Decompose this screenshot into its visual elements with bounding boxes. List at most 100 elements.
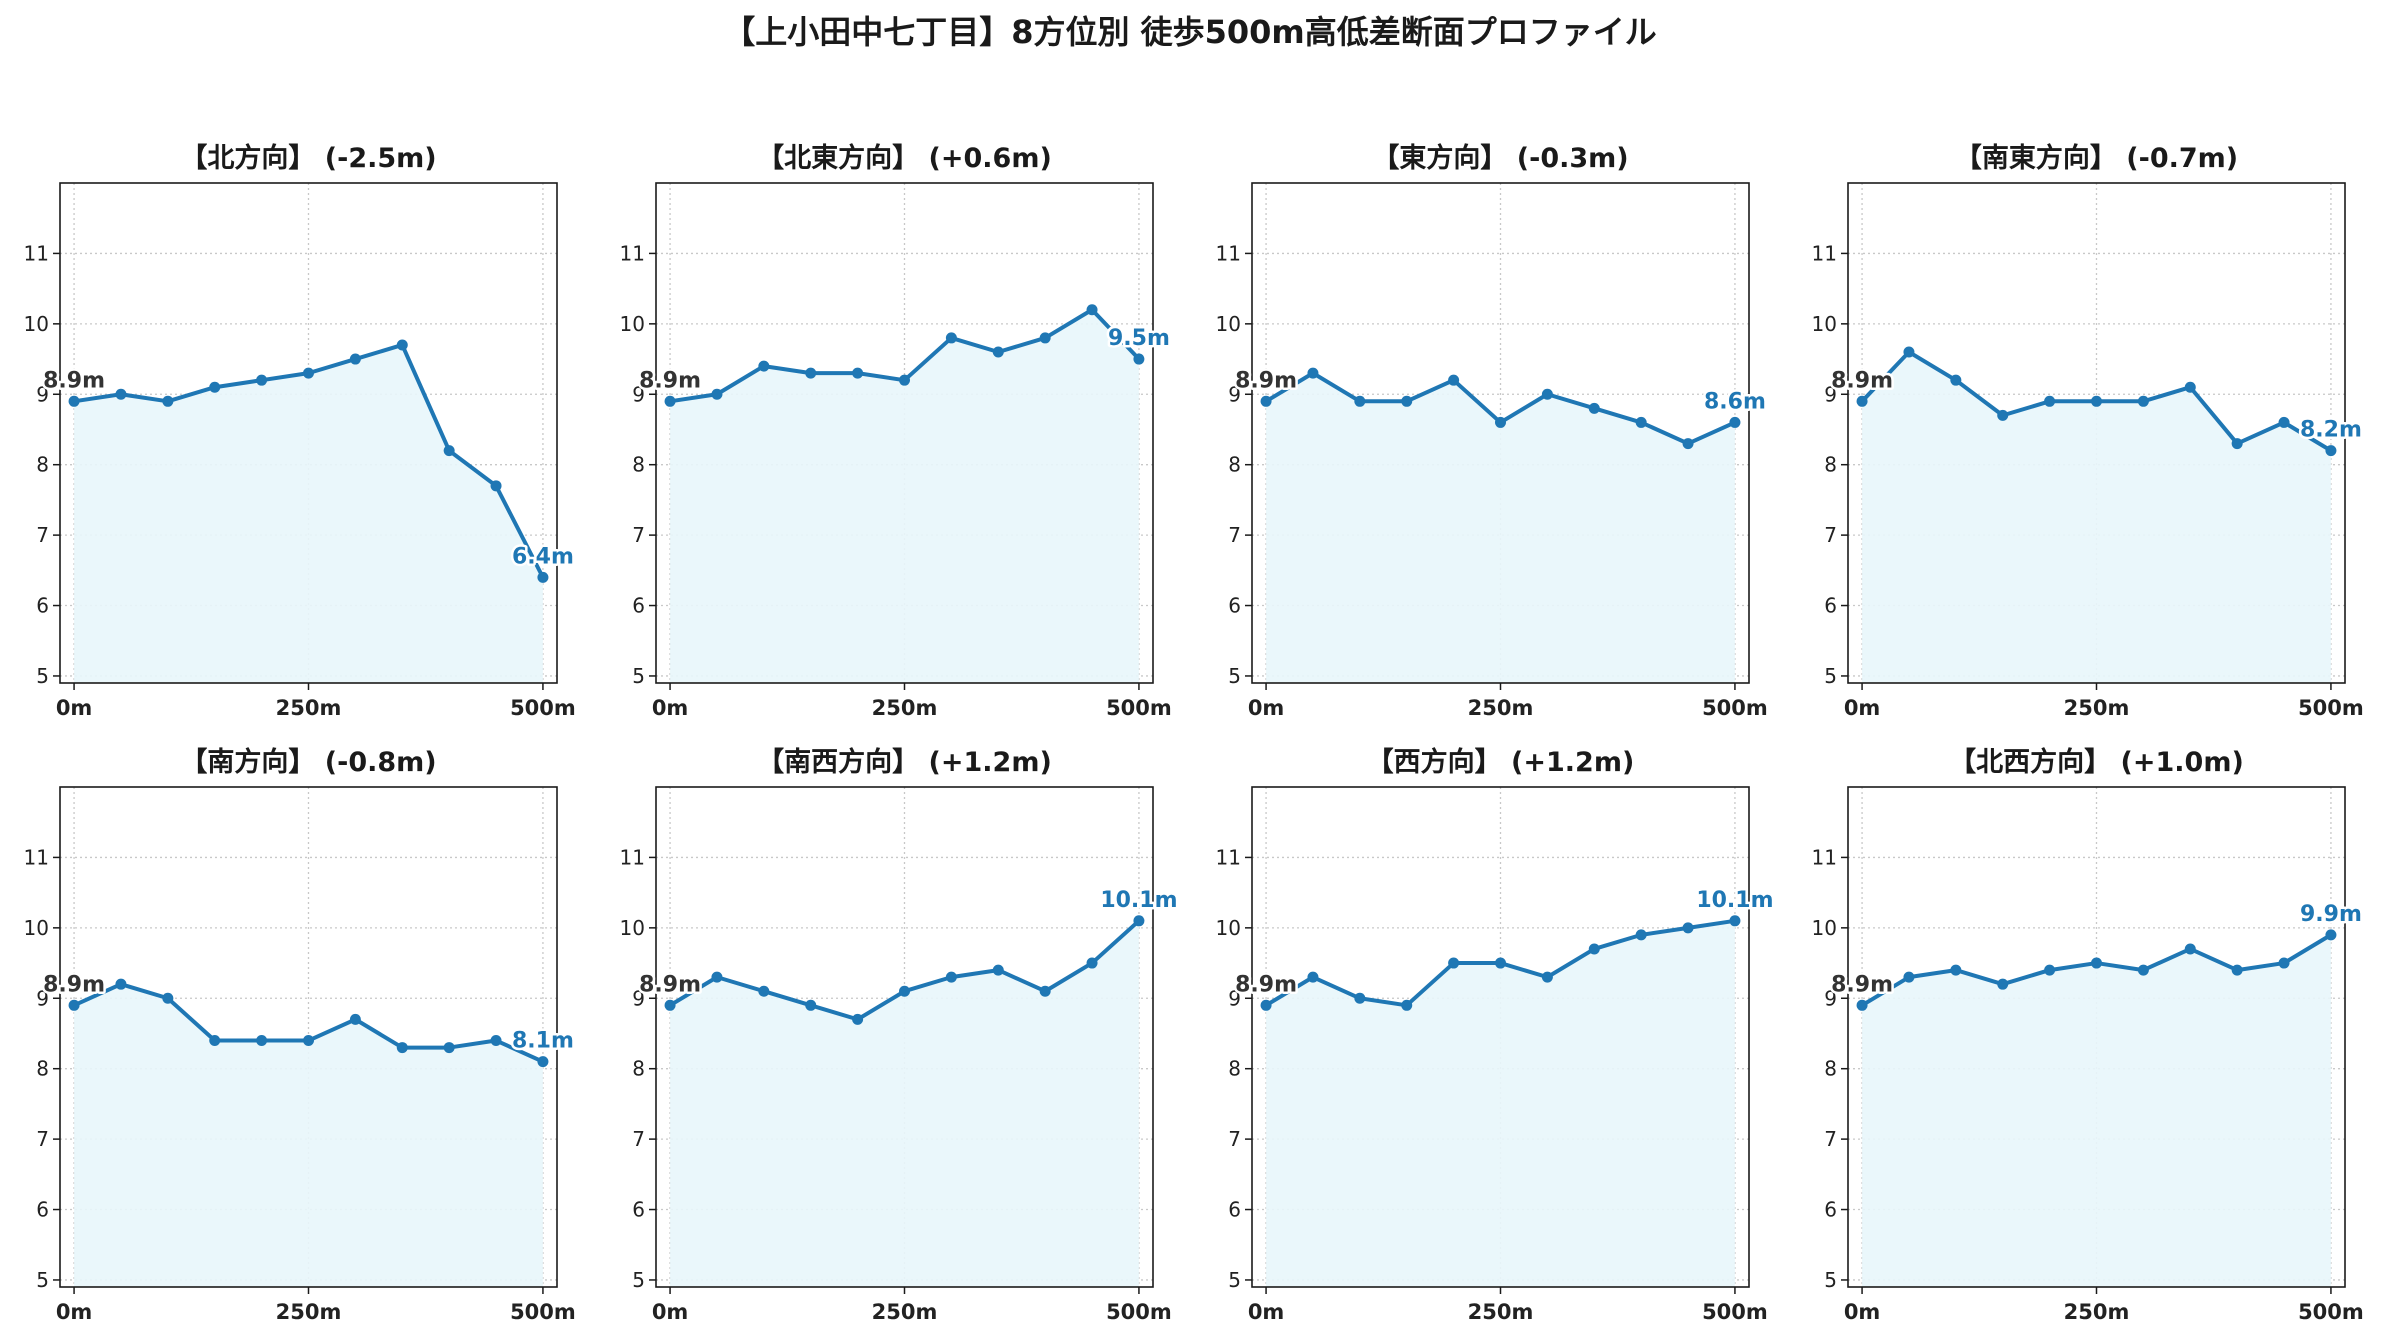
end-elevation-label: 8.1m (512, 1029, 574, 1054)
panel-5: 5 6 7 8 9 10 11 0m 250m 500m 【南西方向】 (+1.2m) 8.9m 10.… (620, 746, 1180, 1324)
start-elevation-label: 8.9m (1831, 972, 1893, 997)
y-tick-label: 11 (1812, 241, 1837, 265)
end-elevation-label: 8.2m (2300, 418, 2362, 443)
data-point (1903, 971, 1915, 983)
start-elevation-label: 8.9m (639, 972, 701, 997)
panel-1: 5 6 7 8 9 10 11 0m 250m 500m 【北東方向】 (+0.6m) 8.9m 9.5… (620, 142, 1173, 720)
y-tick-label: 10 (620, 916, 645, 940)
x-tick-label: 250m (2064, 1300, 2130, 1324)
y-tick-label: 11 (1216, 241, 1241, 265)
y-tick-label: 7 (36, 523, 49, 547)
data-point (1448, 374, 1460, 386)
data-point (664, 395, 676, 407)
data-point (256, 374, 268, 386)
y-tick-label: 9 (1228, 986, 1241, 1010)
figure-title: 【上小田中七丁目】8方位別 徒歩500m高低差断面プロファイル (723, 13, 1657, 51)
y-tick-label: 9 (1824, 382, 1837, 406)
data-point (115, 978, 127, 990)
x-tick-label: 500m (2298, 696, 2364, 720)
data-point (1354, 395, 1366, 407)
panel-2: 5 6 7 8 9 10 11 0m 250m 500m 【東方向】 (-0.3m) 8.9m 8.6m (1216, 142, 1769, 720)
data-point (1950, 374, 1962, 386)
y-tick-label: 5 (1228, 664, 1241, 688)
x-tick-label: 500m (2298, 1300, 2364, 1324)
x-tick-label: 500m (1106, 696, 1172, 720)
panels: 5 6 7 8 9 10 11 0m 250m 500m 【北方向】 (-2.5m) 8.9m 6.4m… (24, 142, 2365, 1324)
data-point (2278, 957, 2290, 969)
y-tick-label: 9 (1824, 986, 1837, 1010)
x-tick-label: 250m (1468, 1300, 1534, 1324)
y-tick-label: 10 (1216, 312, 1241, 336)
data-point (2137, 395, 2149, 407)
data-point (1354, 992, 1366, 1004)
data-point (443, 1042, 455, 1054)
end-elevation-label: 10.1m (1696, 888, 1773, 913)
y-tick-label: 7 (1228, 1127, 1241, 1151)
panel-3: 5 6 7 8 9 10 11 0m 250m 500m 【南東方向】 (-0.7m) 8.9m 8.2… (1812, 142, 2365, 720)
x-tick-label: 250m (276, 696, 342, 720)
y-tick-label: 8 (36, 1057, 49, 1081)
data-point (899, 985, 910, 997)
end-elevation-label: 9.5m (1108, 326, 1170, 351)
y-tick-label: 8 (1824, 453, 1837, 477)
data-point (805, 999, 817, 1011)
y-tick-label: 10 (620, 312, 645, 336)
data-point (1039, 332, 1051, 344)
elevation-area (1862, 934, 2331, 1287)
elevation-area (1266, 373, 1735, 683)
data-point (443, 445, 455, 457)
data-point (349, 353, 361, 365)
y-tick-label: 7 (632, 1127, 645, 1151)
elevation-area (74, 984, 543, 1287)
data-point (1541, 971, 1553, 983)
y-tick-label: 7 (632, 523, 645, 547)
y-tick-label: 5 (1228, 1268, 1241, 1292)
data-point (758, 985, 770, 997)
data-point (2044, 964, 2056, 976)
data-point (2184, 381, 2196, 393)
start-elevation-label: 8.9m (639, 368, 701, 393)
x-tick-label: 0m (1844, 696, 1881, 720)
panel-title: 【南東方向】 (-0.7m) (1955, 142, 2238, 174)
data-point (162, 395, 174, 407)
y-tick-label: 6 (632, 1198, 645, 1222)
y-tick-label: 6 (1228, 594, 1241, 618)
start-elevation-label: 8.9m (43, 368, 105, 393)
data-point (1086, 304, 1098, 316)
panel-title: 【西方向】 (+1.2m) (1367, 746, 1635, 778)
x-tick-label: 500m (1702, 1300, 1768, 1324)
y-tick-label: 9 (1228, 382, 1241, 406)
data-point (1588, 943, 1600, 955)
start-elevation-label: 8.9m (1235, 972, 1297, 997)
end-elevation-label: 6.4m (512, 544, 574, 569)
end-elevation-label: 9.9m (2300, 902, 2362, 927)
data-point (2231, 438, 2243, 450)
y-tick-label: 8 (632, 1057, 645, 1081)
data-point (303, 367, 314, 379)
y-tick-label: 11 (24, 845, 49, 869)
y-tick-label: 9 (36, 986, 49, 1010)
y-tick-label: 5 (632, 664, 645, 688)
data-point (256, 1035, 268, 1047)
start-elevation-label: 8.9m (1235, 368, 1297, 393)
data-point (1635, 929, 1647, 941)
data-point (1401, 395, 1413, 407)
panel-title: 【北西方向】 (+1.0m) (1949, 746, 2244, 778)
x-tick-label: 500m (510, 1300, 576, 1324)
y-tick-label: 7 (1228, 523, 1241, 547)
panel-title: 【北東方向】 (+0.6m) (757, 142, 1052, 174)
y-tick-label: 10 (24, 312, 49, 336)
data-point (1903, 346, 1915, 358)
data-point (945, 971, 957, 983)
data-point (1039, 985, 1051, 997)
y-tick-label: 7 (36, 1127, 49, 1151)
y-tick-label: 11 (24, 241, 49, 265)
data-point (537, 571, 549, 583)
data-point (1997, 409, 2009, 421)
y-tick-label: 5 (632, 1268, 645, 1292)
y-tick-label: 6 (36, 1198, 49, 1222)
elevation-area (74, 344, 543, 683)
y-tick-label: 5 (1824, 1268, 1837, 1292)
data-point (1260, 999, 1272, 1011)
